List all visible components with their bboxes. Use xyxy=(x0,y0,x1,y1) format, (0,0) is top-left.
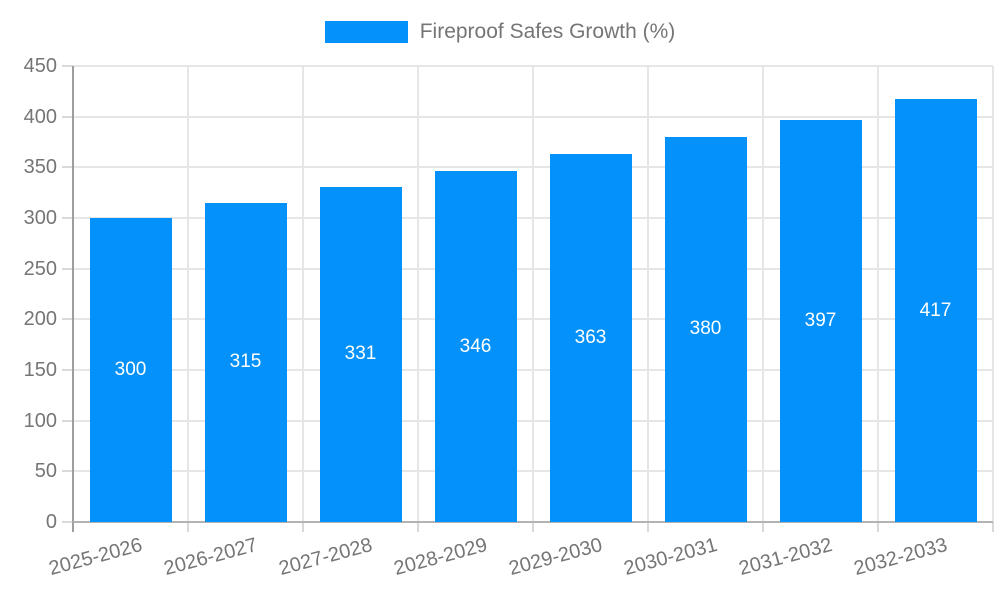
y-axis-label: 200 xyxy=(23,308,57,331)
y-axis-label: 450 xyxy=(23,55,57,77)
bar xyxy=(204,202,287,522)
bar-value-label: 380 xyxy=(689,318,722,340)
bar xyxy=(319,186,402,522)
y-axis-label: 50 xyxy=(34,460,57,483)
y-axis-label: 400 xyxy=(23,105,57,128)
x-gridline xyxy=(417,66,419,522)
legend-label: Fireproof Safes Growth (%) xyxy=(419,20,676,43)
bar xyxy=(434,171,517,522)
x-axis-line xyxy=(73,521,993,523)
x-gridline xyxy=(647,66,649,522)
y-axis-tick xyxy=(62,318,73,321)
y-axis-tick xyxy=(62,369,73,371)
x-axis-tick xyxy=(532,522,534,532)
x-axis-tick xyxy=(647,522,649,532)
y-axis-tick xyxy=(62,470,73,473)
y-axis-label: 300 xyxy=(23,207,57,229)
y-axis-tick xyxy=(62,65,73,67)
y-axis-label: 350 xyxy=(23,156,57,179)
bar xyxy=(549,154,632,522)
legend-swatch xyxy=(324,21,408,43)
y-axis-tick xyxy=(62,521,73,523)
x-axis-tick xyxy=(302,522,304,532)
x-gridline xyxy=(992,66,994,522)
bar-value-label: 417 xyxy=(919,299,952,321)
bar xyxy=(894,99,977,522)
y-axis-tick xyxy=(62,115,73,118)
bar xyxy=(664,136,747,522)
y-axis-tick xyxy=(62,267,73,270)
y-axis-line xyxy=(72,66,74,532)
bar-value-label: 300 xyxy=(114,359,147,380)
x-axis-tick xyxy=(762,522,764,532)
y-axis-tick xyxy=(62,166,73,169)
bar-value-label: 363 xyxy=(574,327,607,349)
x-axis-tick xyxy=(187,522,189,532)
y-axis-label: 150 xyxy=(23,359,57,381)
bar-value-label: 315 xyxy=(229,351,262,373)
x-axis-tick xyxy=(877,522,879,532)
x-gridline xyxy=(762,66,764,522)
x-gridline xyxy=(302,66,304,522)
x-gridline xyxy=(532,66,534,522)
bar-value-label: 397 xyxy=(804,309,837,331)
bar-value-label: 331 xyxy=(344,343,377,365)
y-axis-tick xyxy=(62,419,73,422)
x-gridline xyxy=(187,66,189,522)
bar xyxy=(89,218,172,522)
y-axis-label: 250 xyxy=(23,257,57,280)
x-gridline xyxy=(877,66,879,522)
bar-value-label: 346 xyxy=(459,335,492,357)
y-axis-tick xyxy=(62,217,73,219)
y-axis-label: 0 xyxy=(45,511,57,533)
legend: Fireproof Safes Growth (%) xyxy=(0,20,1000,44)
y-axis-label: 100 xyxy=(23,409,57,432)
x-axis-tick xyxy=(992,522,994,532)
x-axis-tick xyxy=(417,522,419,532)
bar xyxy=(779,119,862,522)
